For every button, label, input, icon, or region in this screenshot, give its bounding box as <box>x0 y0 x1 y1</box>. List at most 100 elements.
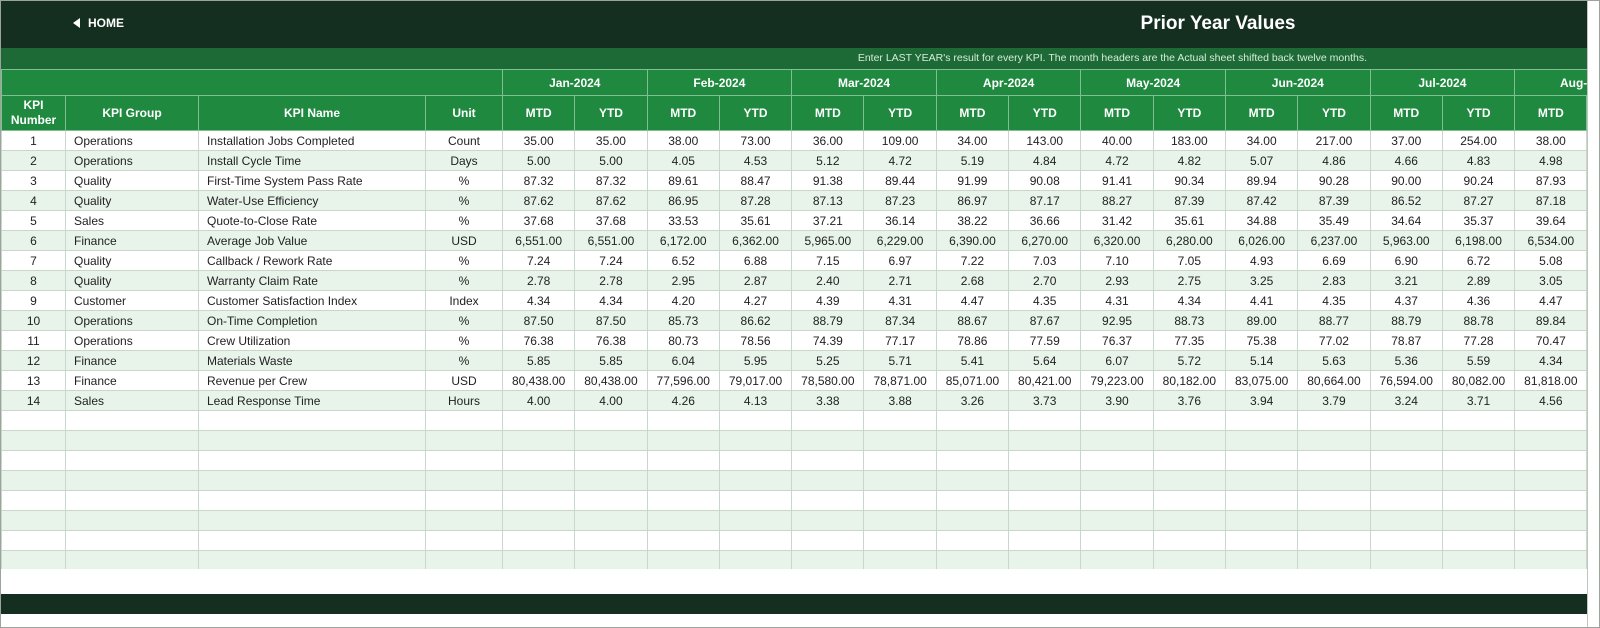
kpi-row: 2 Operations Install Cycle Time Days 5.00 5.0… <box>1 150 1587 171</box>
cell: 77.35 <box>1152 330 1227 351</box>
empty-cell <box>935 430 1010 451</box>
cell: 6.90 <box>1369 250 1443 271</box>
home-button[interactable]: HOME <box>73 16 124 30</box>
empty-cell <box>1008 430 1082 451</box>
empty-cell <box>646 410 720 431</box>
cell: 4.47 <box>1514 290 1587 311</box>
cell: 7.15 <box>791 250 865 271</box>
cell: Quality <box>65 190 199 211</box>
cell: 37.68 <box>501 210 576 231</box>
home-label[interactable]: HOME <box>88 16 124 30</box>
cell: 87.62 <box>501 190 576 211</box>
empty-cell <box>574 430 648 451</box>
empty-cell <box>646 430 720 451</box>
cell: 75.38 <box>1224 330 1299 351</box>
cell: 78.87 <box>1369 330 1443 351</box>
empty-cell <box>1224 490 1299 511</box>
cell: 5.00 <box>574 150 648 171</box>
cell: 5 <box>1 210 66 231</box>
cell: 76.37 <box>1080 330 1154 351</box>
empty-cell <box>198 510 426 531</box>
empty-cell <box>646 490 720 511</box>
empty-cell <box>718 490 793 511</box>
empty-cell <box>646 510 720 531</box>
cell: 80,664.00 <box>1297 370 1371 391</box>
cell: 36.00 <box>791 130 865 151</box>
empty-cell <box>1152 530 1227 551</box>
cell: 6,551.00 <box>501 230 576 251</box>
empty-cell <box>1080 470 1154 491</box>
period-header: MTD <box>1080 95 1154 131</box>
cell: 76,594.00 <box>1369 370 1443 391</box>
empty-cell <box>1080 510 1154 531</box>
period-header: MTD <box>646 95 720 131</box>
empty-cell <box>425 470 503 491</box>
empty-cell <box>1369 530 1443 551</box>
empty-cell <box>198 470 426 491</box>
cell: 88.67 <box>935 310 1010 331</box>
kpi-row: 13 Finance Revenue per Crew USD 80,438.00 80,… <box>1 370 1587 391</box>
cell: Sales <box>65 210 199 231</box>
subtitle: Enter LAST YEAR's result for every KPI. … <box>857 52 1367 64</box>
empty-cell <box>1 530 66 551</box>
cell: 31.42 <box>1080 210 1154 231</box>
cell: 2.70 <box>1008 270 1082 291</box>
cell: 78.86 <box>935 330 1010 351</box>
cell: 91.38 <box>791 170 865 191</box>
empty-cell <box>574 450 648 471</box>
cell: 3.05 <box>1514 270 1587 291</box>
cell: 3.79 <box>1297 390 1371 411</box>
cell: 74.39 <box>791 330 865 351</box>
empty-cell <box>1 470 66 491</box>
empty-cell <box>935 510 1010 531</box>
top-bar: HOME Prior Year Values <box>1 1 1587 48</box>
empty-cell <box>501 470 576 491</box>
cell: % <box>425 170 503 191</box>
cell: 89.94 <box>1224 170 1299 191</box>
cell: 36.66 <box>1008 210 1082 231</box>
cell: 88.27 <box>1080 190 1154 211</box>
empty-cell <box>1224 450 1299 471</box>
cell: Finance <box>65 350 199 371</box>
empty-cell <box>1369 430 1443 451</box>
period-header: YTD <box>718 95 793 131</box>
cell: 4.53 <box>718 150 793 171</box>
month-header: Jan-2024 <box>502 69 648 96</box>
cell: 77.02 <box>1297 330 1371 351</box>
empty-cell <box>1369 450 1443 471</box>
cell: 7.10 <box>1080 250 1154 271</box>
cell: Finance <box>65 370 199 391</box>
cell: Quote-to-Close Rate <box>198 210 426 231</box>
cell: Crew Utilization <box>198 330 426 351</box>
period-header: YTD <box>863 95 937 131</box>
cell: 4.00 <box>501 390 576 411</box>
empty-cell <box>1152 490 1227 511</box>
cell: 38.00 <box>646 130 720 151</box>
cell: 89.84 <box>1514 310 1587 331</box>
cell: 87.27 <box>1441 190 1516 211</box>
cell: Customer <box>65 290 199 311</box>
cell: 4.84 <box>1008 150 1082 171</box>
cell: 6,229.00 <box>863 230 937 251</box>
empty-cell <box>718 550 793 569</box>
cell: 77.28 <box>1441 330 1516 351</box>
cell: 6,390.00 <box>935 230 1010 251</box>
column-header: KPI Group <box>65 95 199 131</box>
empty-cell <box>65 490 199 511</box>
cell: First-Time System Pass Rate <box>198 170 426 191</box>
empty-cell <box>1297 470 1371 491</box>
cell: 88.79 <box>791 310 865 331</box>
empty-row <box>1 410 1587 431</box>
empty-cell <box>198 530 426 551</box>
cell: 5.72 <box>1152 350 1227 371</box>
empty-cell <box>863 490 937 511</box>
column-header: KPI Name <box>198 95 426 131</box>
cell: 6.88 <box>718 250 793 271</box>
period-header: MTD <box>1369 95 1443 131</box>
cell: 70.47 <box>1514 330 1587 351</box>
empty-cell <box>501 510 576 531</box>
cell: 4.86 <box>1297 150 1371 171</box>
cell: 5.85 <box>501 350 576 371</box>
cell: 6.72 <box>1441 250 1516 271</box>
empty-cell <box>718 450 793 471</box>
